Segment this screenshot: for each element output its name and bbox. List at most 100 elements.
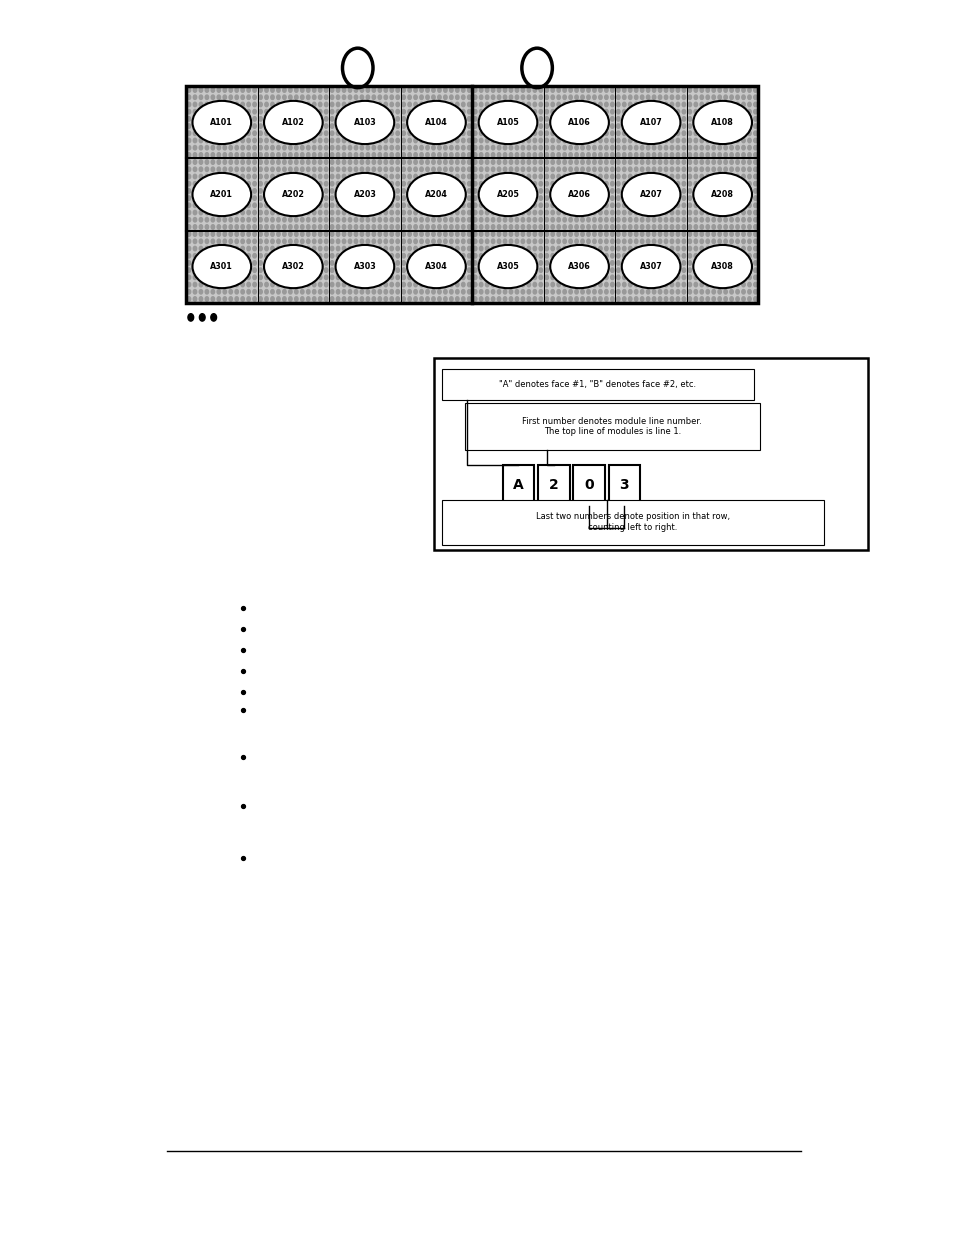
Circle shape: [401, 189, 405, 193]
Circle shape: [687, 246, 691, 251]
Circle shape: [723, 253, 726, 258]
Circle shape: [479, 253, 482, 258]
Circle shape: [265, 103, 268, 106]
Circle shape: [276, 253, 280, 258]
Circle shape: [449, 217, 453, 222]
Circle shape: [234, 283, 238, 287]
Circle shape: [467, 268, 471, 273]
Circle shape: [562, 182, 566, 186]
Circle shape: [729, 124, 733, 128]
Circle shape: [681, 210, 685, 215]
Circle shape: [628, 196, 631, 200]
Circle shape: [479, 240, 482, 243]
Circle shape: [318, 261, 321, 266]
Circle shape: [646, 189, 649, 193]
Circle shape: [432, 138, 435, 143]
Circle shape: [592, 146, 596, 149]
Circle shape: [271, 110, 274, 114]
Circle shape: [533, 88, 536, 93]
Circle shape: [503, 283, 506, 287]
Circle shape: [652, 116, 655, 121]
Circle shape: [479, 232, 482, 236]
Circle shape: [419, 283, 423, 287]
Circle shape: [681, 196, 685, 200]
Circle shape: [205, 275, 209, 279]
Circle shape: [580, 124, 583, 128]
Circle shape: [557, 253, 559, 258]
Circle shape: [616, 182, 619, 186]
Circle shape: [753, 174, 757, 179]
Circle shape: [646, 196, 649, 200]
Circle shape: [700, 189, 702, 193]
Circle shape: [437, 203, 440, 207]
Ellipse shape: [264, 245, 322, 288]
Circle shape: [199, 103, 202, 106]
Circle shape: [568, 261, 572, 266]
Circle shape: [390, 283, 393, 287]
Circle shape: [729, 240, 733, 243]
Circle shape: [592, 189, 596, 193]
Circle shape: [313, 110, 315, 114]
Circle shape: [211, 275, 214, 279]
Circle shape: [646, 182, 649, 186]
Circle shape: [253, 253, 256, 258]
Circle shape: [318, 138, 321, 143]
Circle shape: [467, 110, 471, 114]
Circle shape: [610, 283, 614, 287]
Circle shape: [313, 103, 315, 106]
Circle shape: [568, 103, 572, 106]
Circle shape: [634, 95, 638, 100]
Circle shape: [395, 283, 399, 287]
Circle shape: [366, 124, 369, 128]
Circle shape: [467, 210, 471, 215]
Circle shape: [449, 138, 453, 143]
Circle shape: [377, 174, 381, 179]
Circle shape: [670, 296, 673, 301]
Circle shape: [271, 232, 274, 236]
Circle shape: [700, 159, 702, 164]
Circle shape: [705, 196, 709, 200]
Circle shape: [294, 225, 297, 230]
Circle shape: [432, 246, 435, 251]
Circle shape: [562, 240, 566, 243]
Circle shape: [622, 182, 625, 186]
Ellipse shape: [550, 101, 608, 144]
Circle shape: [395, 159, 399, 164]
Circle shape: [306, 296, 310, 301]
Circle shape: [568, 153, 572, 157]
Circle shape: [718, 131, 720, 136]
Circle shape: [313, 283, 315, 287]
Ellipse shape: [264, 101, 322, 144]
Circle shape: [289, 210, 292, 215]
Circle shape: [527, 110, 530, 114]
Circle shape: [503, 189, 506, 193]
Circle shape: [234, 153, 238, 157]
Circle shape: [622, 225, 625, 230]
Ellipse shape: [550, 245, 608, 288]
Circle shape: [258, 124, 262, 128]
Circle shape: [437, 116, 440, 121]
Circle shape: [401, 167, 405, 172]
Circle shape: [533, 289, 536, 294]
Circle shape: [276, 289, 280, 294]
Circle shape: [551, 261, 554, 266]
Circle shape: [313, 232, 315, 236]
Circle shape: [580, 159, 583, 164]
Circle shape: [271, 138, 274, 143]
Circle shape: [735, 153, 739, 157]
Circle shape: [562, 167, 566, 172]
Circle shape: [616, 174, 619, 179]
Circle shape: [687, 232, 691, 236]
Circle shape: [705, 103, 709, 106]
Circle shape: [533, 246, 536, 251]
Circle shape: [443, 283, 447, 287]
Circle shape: [282, 116, 286, 121]
Circle shape: [711, 246, 715, 251]
Circle shape: [687, 240, 691, 243]
Circle shape: [557, 95, 559, 100]
Circle shape: [557, 146, 559, 149]
Circle shape: [467, 189, 471, 193]
Circle shape: [681, 124, 685, 128]
Circle shape: [598, 146, 601, 149]
Circle shape: [479, 246, 482, 251]
